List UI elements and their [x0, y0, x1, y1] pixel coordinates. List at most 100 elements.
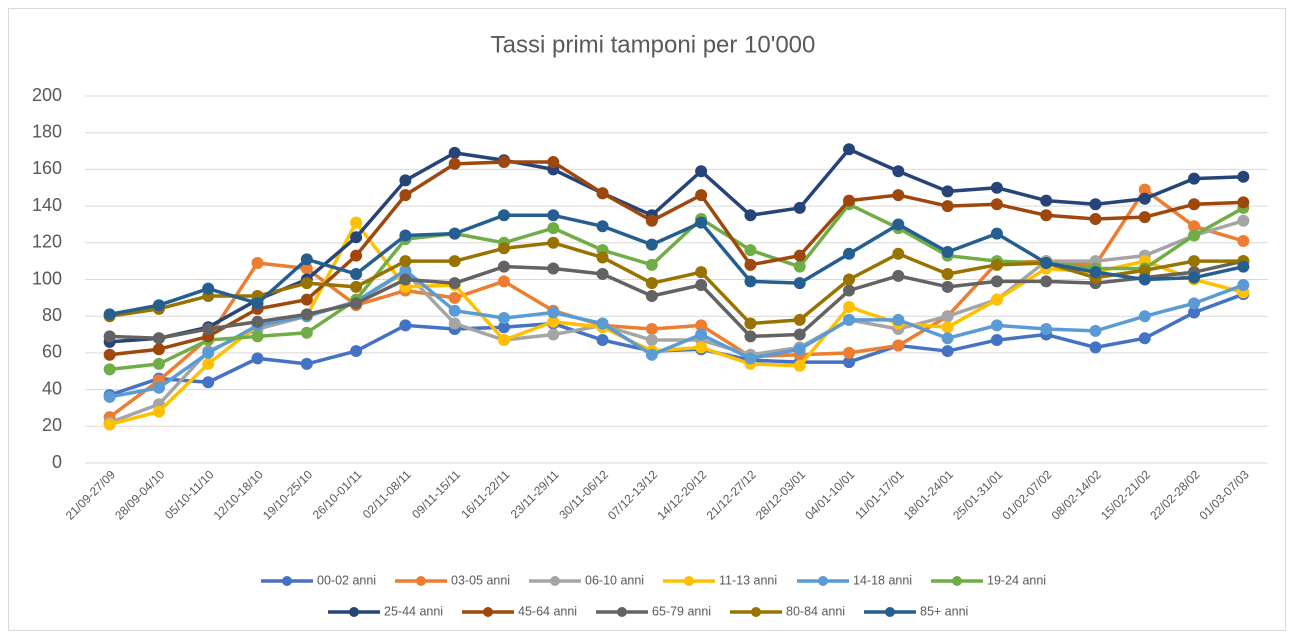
point — [1188, 172, 1201, 185]
point — [547, 315, 560, 328]
point — [1138, 192, 1151, 205]
point — [103, 418, 116, 431]
point — [547, 156, 560, 169]
legend-marker — [416, 576, 426, 586]
point — [103, 348, 116, 361]
y-tick-label: 20 — [42, 415, 62, 435]
y-tick-label: 180 — [32, 121, 62, 141]
legend-label: 06-10 anni — [585, 573, 644, 587]
point — [251, 315, 264, 328]
point — [350, 231, 363, 244]
point — [202, 346, 215, 359]
point — [596, 220, 609, 233]
point — [596, 317, 609, 330]
point — [990, 198, 1003, 211]
point — [300, 253, 313, 266]
point — [152, 381, 165, 394]
point — [152, 299, 165, 312]
point — [990, 181, 1003, 194]
legend-label: 03-05 anni — [451, 573, 510, 587]
point — [399, 273, 412, 286]
point — [843, 301, 856, 314]
series-line — [109, 213, 1244, 317]
y-tick-label: 140 — [32, 195, 62, 215]
point — [744, 317, 757, 330]
point — [1089, 324, 1102, 337]
point — [448, 255, 461, 268]
legend-marker — [282, 576, 292, 586]
point — [350, 216, 363, 229]
point — [1040, 275, 1053, 288]
point — [547, 222, 560, 235]
point — [448, 304, 461, 317]
point — [695, 216, 708, 229]
point — [1138, 332, 1151, 345]
y-tick-label: 100 — [32, 268, 62, 288]
point — [202, 357, 215, 370]
point — [793, 343, 806, 356]
point — [645, 238, 658, 251]
point — [300, 293, 313, 306]
y-tick-label: 0 — [52, 452, 62, 472]
point — [1237, 196, 1250, 209]
point — [645, 323, 658, 336]
point — [300, 326, 313, 339]
point — [793, 359, 806, 372]
point — [596, 187, 609, 200]
point — [744, 330, 757, 343]
chart-title: Tassi primi tamponi per 10'000 — [491, 31, 816, 58]
point — [251, 352, 264, 365]
point — [350, 345, 363, 358]
point — [350, 249, 363, 262]
point — [695, 279, 708, 292]
legend-label: 19-24 anni — [987, 573, 1046, 587]
point — [1188, 198, 1201, 211]
point — [152, 357, 165, 370]
point — [793, 201, 806, 214]
point — [695, 328, 708, 341]
point — [399, 255, 412, 268]
point — [645, 258, 658, 271]
series-line — [109, 259, 1244, 340]
point — [744, 209, 757, 222]
point — [892, 165, 905, 178]
point — [1237, 234, 1250, 247]
series-line — [109, 268, 1244, 399]
point — [1138, 211, 1151, 224]
point — [941, 245, 954, 258]
y-tick-label: 80 — [42, 305, 62, 325]
legend-marker — [483, 607, 493, 617]
point — [892, 218, 905, 231]
point — [448, 317, 461, 330]
legend-label: 65-79 anni — [652, 604, 711, 618]
point — [744, 275, 757, 288]
y-tick-label: 40 — [42, 378, 62, 398]
point — [990, 275, 1003, 288]
point — [1188, 255, 1201, 268]
y-tick-label: 60 — [42, 342, 62, 362]
point — [843, 346, 856, 359]
point — [497, 242, 510, 255]
point — [1089, 212, 1102, 225]
point — [793, 328, 806, 341]
point — [1138, 273, 1151, 286]
point — [251, 330, 264, 343]
point — [793, 249, 806, 262]
legend-marker — [617, 607, 627, 617]
point — [1138, 264, 1151, 277]
point — [1040, 194, 1053, 207]
point — [941, 185, 954, 198]
point — [103, 330, 116, 343]
point — [990, 334, 1003, 347]
point — [497, 334, 510, 347]
series-line — [109, 147, 1244, 344]
point — [448, 227, 461, 240]
point — [645, 277, 658, 290]
legend-label: 80-84 anni — [786, 604, 845, 618]
point — [103, 390, 116, 403]
point — [300, 277, 313, 290]
point — [1040, 256, 1053, 269]
legend-label: 85+ anni — [920, 604, 968, 618]
point — [941, 345, 954, 358]
